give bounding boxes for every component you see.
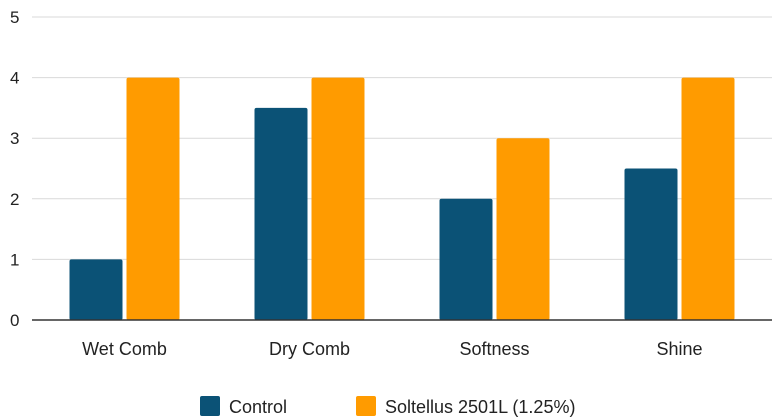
y-tick-label: 1 [10, 250, 19, 269]
x-category-label: Softness [459, 339, 529, 359]
y-tick-label: 5 [10, 8, 19, 27]
x-axis-category-labels: Wet Comb Dry Comb Softness Shine [82, 339, 702, 359]
bar-control-softness [439, 198, 493, 320]
bar-soltellus-wet-comb [126, 77, 180, 320]
bar-soltellus-softness [496, 138, 550, 320]
bars [69, 77, 735, 321]
legend-swatch [356, 396, 376, 416]
legend-label: Soltellus 2501L (1.25%) [385, 397, 575, 417]
y-tick-label: 0 [10, 311, 19, 330]
y-tick-label: 2 [10, 190, 19, 209]
legend: Control Soltellus 2501L (1.25%) [200, 396, 575, 417]
y-axis-tick-labels: 0 1 2 3 4 5 [10, 8, 19, 330]
x-category-label: Dry Comb [269, 339, 350, 359]
x-category-label: Wet Comb [82, 339, 167, 359]
y-tick-label: 4 [10, 69, 19, 88]
legend-label: Control [229, 397, 287, 417]
legend-swatch [200, 396, 220, 416]
bar-soltellus-dry-comb [311, 77, 365, 320]
y-tick-label: 3 [10, 129, 19, 148]
x-category-label: Shine [656, 339, 702, 359]
bar-control-wet-comb [69, 259, 123, 320]
bar-control-shine [624, 168, 678, 320]
bar-soltellus-shine [681, 77, 735, 320]
bar-control-dry-comb [254, 107, 308, 321]
